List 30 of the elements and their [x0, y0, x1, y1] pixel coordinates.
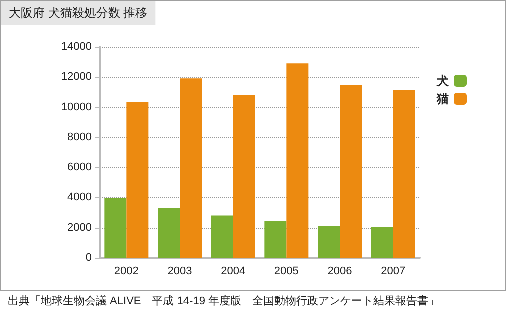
- bar: [393, 90, 416, 258]
- x-tick-label: 2002: [114, 266, 139, 278]
- bar: [126, 102, 149, 258]
- y-tick-label: 4000: [68, 192, 92, 204]
- bar: [211, 216, 234, 258]
- legend-label: 猫: [436, 92, 449, 106]
- legend-label: 犬: [436, 74, 450, 88]
- y-tick-label: 8000: [68, 131, 92, 144]
- bar: [340, 85, 362, 258]
- bar: [371, 227, 394, 258]
- x-tick-label: 2003: [168, 266, 192, 278]
- y-tick-label: 2000: [68, 222, 92, 234]
- y-tick-label: 10000: [61, 101, 92, 114]
- x-tick-label: 2007: [381, 266, 406, 278]
- bar: [158, 208, 180, 258]
- x-tick-label: 2005: [274, 266, 299, 278]
- y-tick-label: 0: [86, 252, 92, 264]
- bar: [264, 221, 287, 258]
- source-note: 出典「地球生物会議 ALIVE 平成 14-19 年度版 全国動物行政アンケート結果報告書」: [8, 294, 440, 308]
- y-tick-label: 6000: [68, 162, 92, 174]
- x-tick-label: 2006: [328, 266, 352, 278]
- bar: [318, 226, 340, 258]
- x-tick-label: 2004: [221, 266, 246, 278]
- bar: [286, 64, 309, 258]
- y-tick-label: 14000: [61, 41, 92, 53]
- bar: [104, 198, 127, 258]
- bar: [233, 95, 256, 258]
- bar: [180, 78, 202, 258]
- y-tick-label: 12000: [61, 71, 92, 84]
- chart-title: 大阪府 犬猫殺処分数 推移: [9, 6, 148, 20]
